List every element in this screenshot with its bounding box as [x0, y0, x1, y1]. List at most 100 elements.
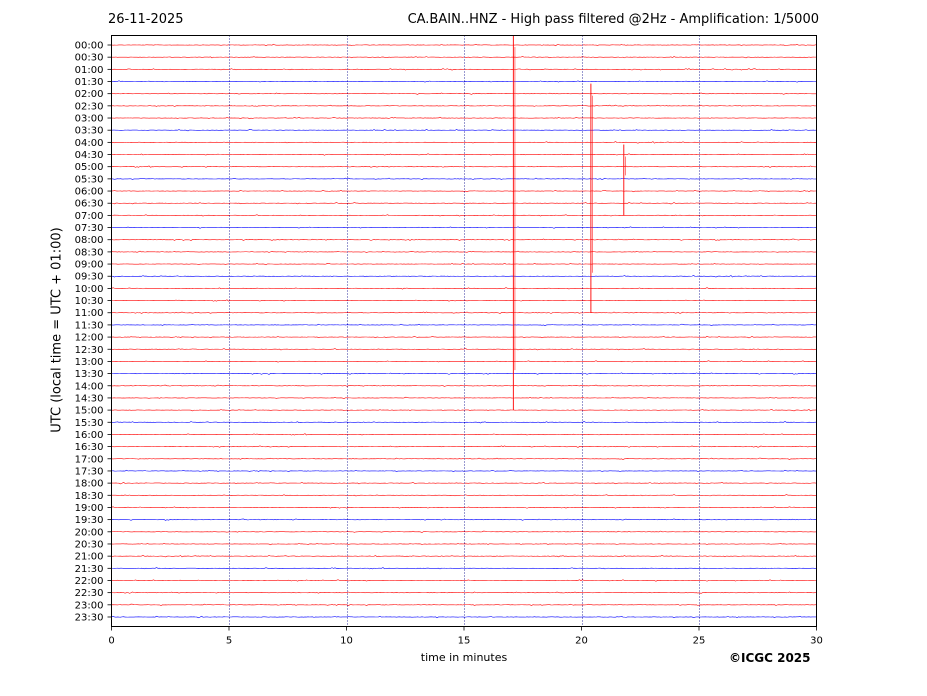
- y-tick-label: 22:00: [75, 576, 104, 587]
- trace-line: [111, 445, 817, 448]
- trace-line: [111, 153, 817, 156]
- x-tick-label: 10: [340, 636, 353, 647]
- y-tick-label: 10:00: [75, 284, 104, 295]
- trace-line: [111, 530, 817, 533]
- trace-line: [111, 275, 817, 278]
- y-tick-label: 17:00: [75, 454, 104, 465]
- trace-line: [111, 250, 817, 253]
- y-tick-label: 03:30: [75, 126, 104, 137]
- y-tick-label: 18:30: [75, 491, 104, 502]
- trace-line: [111, 129, 817, 132]
- trace-line: [111, 287, 817, 290]
- x-tick-label: 30: [810, 636, 823, 647]
- y-tick-label: 03:00: [75, 114, 104, 125]
- x-axis-label: time in minutes: [420, 651, 508, 664]
- y-tick-label: 11:30: [75, 320, 104, 331]
- trace-line: [111, 335, 817, 339]
- trace-line: [111, 141, 817, 144]
- y-tick-label: 23:30: [75, 612, 104, 623]
- y-tick-label: 16:00: [75, 430, 104, 441]
- trace-line: [111, 262, 817, 266]
- x-tick-label: 5: [226, 636, 232, 647]
- y-tick-label: 05:00: [75, 162, 104, 173]
- trace-line: [111, 396, 817, 400]
- y-tick-label: 07:30: [75, 223, 104, 234]
- grid-group: [229, 35, 700, 627]
- y-tick-label: 12:30: [75, 345, 104, 356]
- trace-line: [111, 43, 817, 47]
- y-tick-label: 15:00: [75, 406, 104, 417]
- y-tick-label: 06:00: [75, 187, 104, 198]
- plot-frame: [111, 35, 817, 627]
- y-tick-label: 22:30: [75, 588, 104, 599]
- traces-group: [111, 43, 817, 619]
- y-tick-label: 08:30: [75, 247, 104, 258]
- trace-line: [111, 457, 817, 460]
- y-tick-label: 04:30: [75, 150, 104, 161]
- events-group: [512, 35, 626, 411]
- y-tick-label: 23:00: [75, 600, 104, 611]
- y-tick-label: 09:30: [75, 272, 104, 283]
- y-tick-label: 07:00: [75, 211, 104, 222]
- trace-line: [111, 348, 817, 351]
- x-tick-label: 25: [693, 636, 706, 647]
- trace-line: [111, 177, 817, 180]
- trace-line: [111, 165, 817, 168]
- y-tick-label: 05:30: [75, 174, 104, 185]
- trace-line: [111, 226, 817, 229]
- trace-line: [111, 591, 817, 594]
- y-tick-label: 00:30: [75, 53, 104, 64]
- y-tick-label: 14:30: [75, 393, 104, 404]
- y-tick-label: 01:30: [75, 77, 104, 88]
- trace-line: [111, 384, 817, 387]
- trace-line: [111, 409, 817, 412]
- trace-line: [111, 311, 817, 314]
- trace-line: [111, 555, 817, 558]
- copyright-label: ©ICGC 2025: [729, 651, 811, 665]
- y-tick-label: 10:30: [75, 296, 104, 307]
- x-tick-label: 0: [108, 636, 114, 647]
- trace-line: [111, 104, 817, 107]
- trace-line: [111, 56, 817, 59]
- y-tick-label: 08:00: [75, 235, 104, 246]
- y-tick-label: 06:30: [75, 199, 104, 210]
- x-tick-label: 20: [575, 636, 588, 647]
- trace-line: [111, 92, 817, 95]
- y-tick-label: 11:00: [75, 308, 104, 319]
- y-tick-label: 12:00: [75, 333, 104, 344]
- trace-line: [111, 469, 817, 473]
- trace-line: [111, 421, 817, 424]
- y-tick-label: 02:00: [75, 89, 104, 100]
- y-tick-label: 14:00: [75, 381, 104, 392]
- y-tick-label: 21:00: [75, 552, 104, 563]
- y-tick-label: 21:30: [75, 564, 104, 575]
- trace-line: [111, 116, 817, 120]
- trace-line: [111, 202, 817, 205]
- trace-line: [111, 238, 817, 241]
- trace-line: [111, 603, 817, 606]
- trace-line: [111, 567, 817, 570]
- trace-line: [111, 433, 817, 436]
- y-tick-label: 13:00: [75, 357, 104, 368]
- trace-line: [111, 506, 817, 509]
- trace-line: [111, 579, 817, 582]
- trace-line: [111, 323, 817, 327]
- y-tick-label: 01:00: [75, 65, 104, 76]
- trace-line: [111, 360, 817, 363]
- trace-line: [111, 372, 817, 375]
- y-tick-label: 20:00: [75, 527, 104, 538]
- trace-line: [111, 518, 817, 521]
- trace-line: [111, 80, 817, 83]
- trace-line: [111, 543, 817, 546]
- trace-line: [111, 214, 817, 217]
- trace-line: [111, 68, 817, 71]
- y-tick-label: 15:30: [75, 418, 104, 429]
- x-tick-label: 15: [458, 636, 471, 647]
- y-tick-label: 04:00: [75, 138, 104, 149]
- trace-line: [111, 482, 817, 485]
- trace-line: [111, 189, 817, 193]
- trace-line: [111, 299, 817, 302]
